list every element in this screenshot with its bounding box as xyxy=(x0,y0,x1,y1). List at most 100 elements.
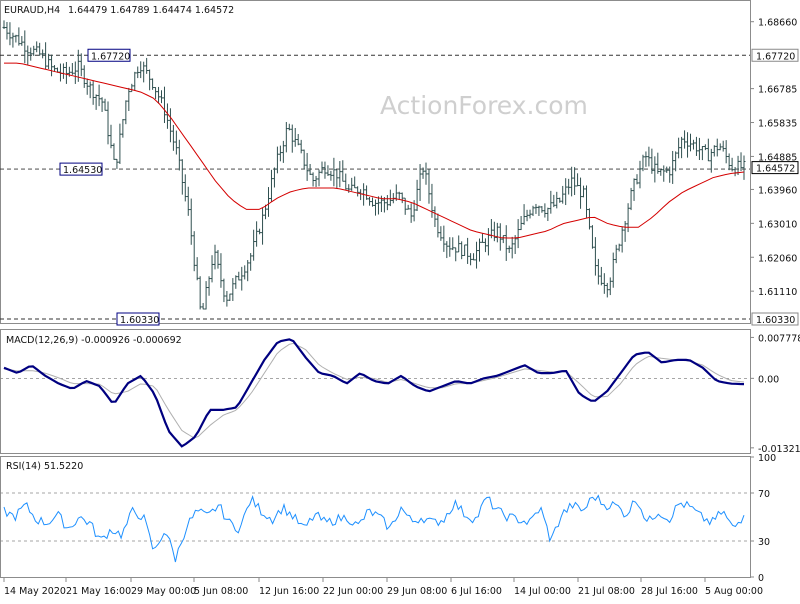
price-axis-label: 1.66785 xyxy=(758,85,797,96)
price-bar xyxy=(76,49,80,82)
price-bar xyxy=(344,173,348,190)
price-bar xyxy=(472,253,476,261)
price-bar xyxy=(700,146,704,161)
price-bar xyxy=(469,253,473,266)
level-label-2: 1.60330 xyxy=(116,312,160,326)
price-bar xyxy=(590,225,594,249)
moving-average-line xyxy=(4,62,745,239)
price-bar xyxy=(400,192,404,204)
price-bar xyxy=(689,133,693,152)
price-bar xyxy=(519,216,523,231)
price-bar xyxy=(457,235,461,253)
price-axis-label: 1.63960 xyxy=(758,185,797,196)
price-bar xyxy=(439,226,443,241)
price-axis-label: 1.64885 xyxy=(758,152,797,163)
price-bar xyxy=(498,223,502,251)
price-bar xyxy=(26,45,30,65)
price-bar xyxy=(201,302,205,310)
price-bar xyxy=(171,124,175,151)
price-bar xyxy=(617,243,621,252)
price-bar xyxy=(507,245,511,253)
price-bar xyxy=(210,255,214,283)
price-bar xyxy=(23,30,27,64)
price-bar xyxy=(207,276,211,296)
price-bar xyxy=(567,178,571,195)
price-bar xyxy=(109,124,113,149)
price-bar xyxy=(225,290,229,307)
price-bar xyxy=(650,148,654,174)
price-bar xyxy=(249,253,253,271)
price-bar xyxy=(50,54,54,77)
macd-layer xyxy=(0,338,750,448)
time-axis-label: 6 Jul 16:00 xyxy=(451,586,502,597)
price-bar xyxy=(659,169,663,176)
price-bar xyxy=(246,260,250,282)
price-bar xyxy=(564,178,568,206)
price-bar xyxy=(136,66,140,79)
price-bar xyxy=(302,149,306,170)
symbol-label: EURAUD,H4 xyxy=(4,5,60,16)
time-axis-label: 5 Jun 08:00 xyxy=(194,586,248,597)
price-bar xyxy=(266,187,270,217)
price-bar xyxy=(127,87,131,112)
price-bar xyxy=(712,145,716,157)
price-bar xyxy=(261,207,265,245)
watermark: ActionForex.com xyxy=(380,91,588,120)
ohlc-label: 1.64479 1.64789 1.64474 1.64572 xyxy=(68,5,234,16)
price-bar xyxy=(47,53,51,70)
time-axis-label: 14 Jul 00:00 xyxy=(514,586,571,597)
price-bar xyxy=(662,165,666,182)
price-bar xyxy=(272,167,276,188)
price-bar xyxy=(480,233,484,243)
price-bar xyxy=(281,140,285,163)
price-bar xyxy=(192,231,196,272)
price-bar xyxy=(314,175,318,188)
rsi-layer xyxy=(0,492,750,563)
price-axis-label: 1.61110 xyxy=(758,287,797,298)
price-bar xyxy=(222,278,226,303)
price-bar xyxy=(151,78,155,90)
price-bar xyxy=(445,241,449,259)
price-bar xyxy=(287,123,291,131)
price-bar xyxy=(478,238,482,262)
time-axis-label: 28 Jul 16:00 xyxy=(641,586,698,597)
price-bar xyxy=(397,191,401,200)
price-bar xyxy=(275,146,279,174)
price-bar xyxy=(142,61,146,83)
price-bar xyxy=(522,204,526,225)
price-bar xyxy=(255,221,259,247)
price-axis-label: 1.67720 xyxy=(756,51,795,62)
rsi-axis-label: 30 xyxy=(758,537,770,548)
price-bar xyxy=(632,178,636,201)
price-bar xyxy=(284,121,288,153)
price-bar xyxy=(724,140,728,164)
price-bar xyxy=(53,65,57,72)
price-bar xyxy=(629,187,633,211)
price-bar xyxy=(160,90,164,104)
price-bar xyxy=(373,199,377,216)
macd-title: MACD(12,26,9) -0.000926 -0.000692 xyxy=(6,335,182,346)
level-label-text: 1.64530 xyxy=(63,165,102,176)
price-bar xyxy=(718,143,722,151)
price-bar xyxy=(338,161,342,188)
price-bar xyxy=(41,49,45,59)
price-bar xyxy=(555,191,559,209)
macd-axis-label: -0.01321 xyxy=(758,444,800,455)
price-bar xyxy=(353,176,357,189)
price-layer: 1.67720 1.64530 1.60330 xyxy=(0,20,750,326)
price-bar xyxy=(186,186,190,216)
time-axis-label: 12 Jun 16:00 xyxy=(259,586,319,597)
macd-line xyxy=(3,338,745,448)
level-label-box xyxy=(59,162,103,176)
price-bar xyxy=(570,166,574,197)
price-bar xyxy=(82,65,86,88)
price-bar xyxy=(525,209,529,222)
time-axis-label: 21 May 16:00 xyxy=(66,586,131,597)
rsi-line xyxy=(3,494,745,563)
rsi-axis-label: 70 xyxy=(758,489,770,500)
price-bar xyxy=(584,185,588,218)
price-bar xyxy=(195,257,199,281)
price-bar xyxy=(466,237,470,264)
price-bar xyxy=(85,78,89,95)
rsi-pane xyxy=(0,456,751,578)
